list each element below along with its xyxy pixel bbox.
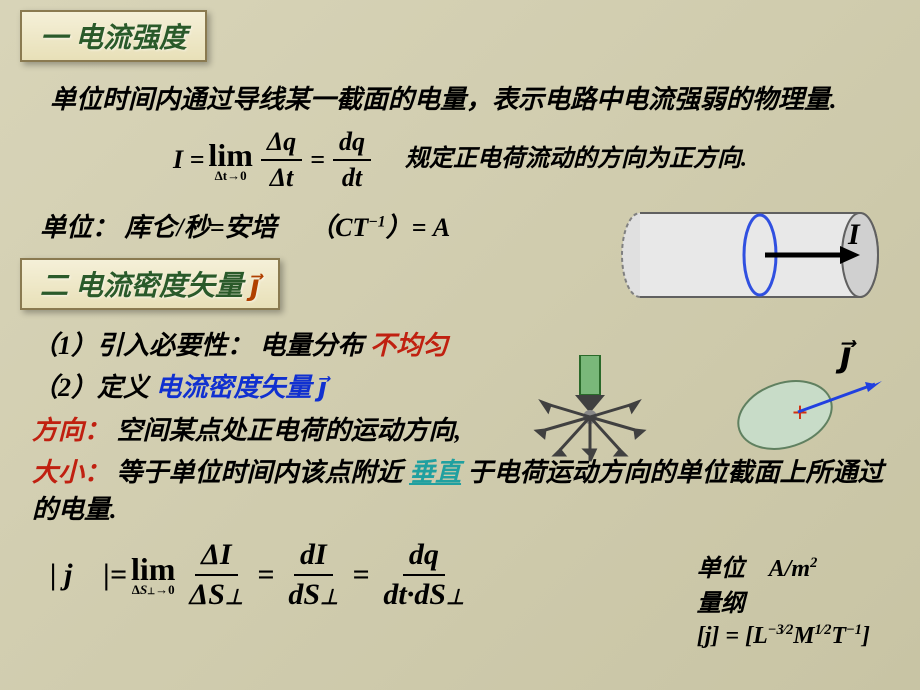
j-vector-label: j⃗ <box>835 340 858 374</box>
dir-label: 方向： <box>32 416 110 445</box>
limit-2: lim ΔS⊥→0 <box>131 551 175 598</box>
p2-blue: 电流密度矢量 j⃗ <box>156 373 327 402</box>
dir-text: 空间某点处正电荷的运动方向, <box>117 416 462 445</box>
eq2: = <box>257 558 274 592</box>
unit2-val: A/m2 <box>769 556 818 582</box>
frac-dq-dtdS: dq dt·dS⊥ <box>377 538 470 612</box>
num1: Δq <box>261 127 302 161</box>
I-eq: I = <box>173 145 204 175</box>
mag-teal: 垂直 <box>409 458 461 487</box>
plus-sign: + <box>792 398 808 429</box>
frac-dI-dS: dI dS⊥ <box>282 538 344 612</box>
mag-text1: 等于单位时间内该点附近 <box>117 458 403 487</box>
mag-label: 大小： <box>32 458 110 487</box>
frac-dq-dt: dq dt <box>333 127 371 193</box>
j-abs: | j⃗ |= <box>50 558 127 592</box>
unit-formula: （CT−1）= A <box>309 213 450 242</box>
p1-red: 不均匀 <box>370 331 448 360</box>
unit-label: 单位： <box>40 213 118 242</box>
p1-label: （1）引入必要性： <box>32 331 253 360</box>
num4: dI <box>294 538 333 576</box>
dim-val: [j] = [L−3⁄2M1⁄2T−1] <box>697 622 870 650</box>
limit-1: lim Δt→0 <box>208 137 252 184</box>
p2-label: （2）定义 <box>32 373 149 402</box>
den1: Δt <box>264 161 300 193</box>
formula-I: I = lim Δt→0 Δq Δt = dq dt <box>173 127 375 193</box>
dim-row: 量纲 <box>697 583 870 618</box>
unit-dim-block: 单位 A/m2 量纲 [j] = [L−3⁄2M1⁄2T−1] <box>697 548 870 650</box>
den5: dt·dS⊥ <box>377 576 470 612</box>
cylinder-I-label: I <box>847 218 861 251</box>
section-2-header: 二 电流密度矢量 j⃗ <box>20 258 280 310</box>
frac-dI-dS-delta: ΔI ΔS⊥ <box>183 538 249 612</box>
den4: dS⊥ <box>282 576 344 612</box>
sec2-title: 二 电流密度矢量 <box>40 271 250 302</box>
cylinder-diagram: I <box>610 200 890 310</box>
p1-text: 电量分布 <box>260 331 364 360</box>
spread-diagram <box>530 355 650 465</box>
formula-j: | j⃗ |= lim ΔS⊥→0 ΔI ΔS⊥ = dI dS⊥ = dq d… <box>50 538 474 612</box>
unit2-row: 单位 A/m2 <box>697 548 870 583</box>
lim2-sub: ΔS⊥→0 <box>132 582 175 598</box>
dim-label: 量纲 <box>697 591 745 617</box>
ellipse-diagram: + j⃗ <box>720 340 890 470</box>
num2: dq <box>333 127 371 161</box>
unit-text: 库仑/秒=安培 <box>125 213 277 242</box>
formula-row-1: I = lim Δt→0 Δq Δt = dq dt 规定正电荷流动的方向为正方… <box>20 127 900 193</box>
lim-sub: Δt→0 <box>215 168 247 184</box>
section-1-header: 一 电流强度 <box>20 10 207 62</box>
num3: ΔI <box>195 538 238 576</box>
den3: ΔS⊥ <box>183 576 249 612</box>
unit2-label: 单位 <box>697 556 745 582</box>
equals-1: = <box>310 145 325 175</box>
eq3: = <box>352 558 369 592</box>
convention-note: 规定正电荷流动的方向为正方向. <box>405 144 747 175</box>
section-1-intro: 单位时间内通过导线某一截面的电量，表示电路中电流强弱的物理量. <box>50 80 870 119</box>
den2: dt <box>336 161 368 193</box>
frac-dq-dt-delta: Δq Δt <box>261 127 302 193</box>
num5: dq <box>403 538 445 576</box>
